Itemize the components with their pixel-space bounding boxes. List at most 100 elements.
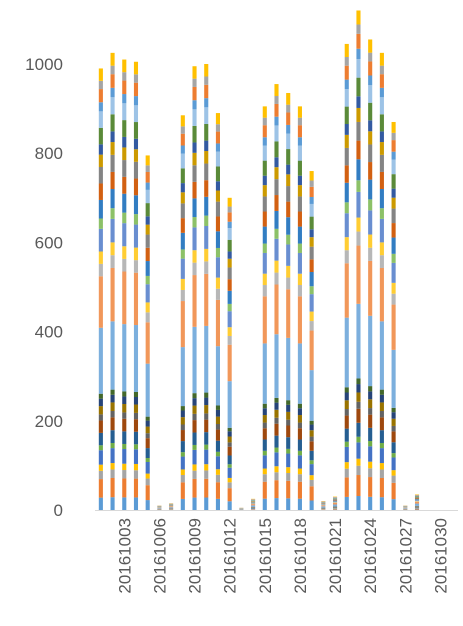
bar-segment xyxy=(274,498,279,510)
bar-segment xyxy=(192,227,197,251)
bar-segment xyxy=(414,495,420,497)
bar-segment xyxy=(356,422,361,437)
bar-segment xyxy=(180,115,185,127)
bar-stack-20161015 xyxy=(262,106,267,510)
bar-segment xyxy=(344,317,349,388)
bar-stack-20161025 xyxy=(379,52,384,510)
bar-segment xyxy=(309,436,314,442)
bar-segment xyxy=(368,477,373,497)
bar-segment xyxy=(344,79,349,90)
bar-segment xyxy=(262,415,267,423)
bar-segment xyxy=(297,408,302,416)
bar-segment xyxy=(133,444,139,450)
bar-segment xyxy=(356,24,361,34)
bar-segment xyxy=(368,399,373,409)
bar-segment xyxy=(391,282,396,294)
bar-segment xyxy=(133,470,139,479)
bar-segment xyxy=(356,58,361,78)
bar-segment xyxy=(344,263,349,318)
bar-segment xyxy=(145,416,150,421)
bar-segment xyxy=(122,470,127,479)
bar-segment xyxy=(215,277,220,289)
bar-segment xyxy=(379,321,384,390)
bar-segment xyxy=(227,464,232,468)
bar-segment xyxy=(122,478,127,498)
bar-segment xyxy=(204,225,209,249)
bar-segment xyxy=(192,275,197,327)
bar-segment xyxy=(227,446,232,456)
bar-segment xyxy=(274,103,279,117)
bar-segment xyxy=(286,453,291,468)
bar-segment xyxy=(356,465,361,476)
bar-segment xyxy=(368,179,373,200)
bar-segment xyxy=(297,428,302,440)
bar-segment xyxy=(145,284,150,303)
bar-segment xyxy=(309,441,314,451)
bar-segment xyxy=(297,273,302,286)
bar-segment xyxy=(227,228,232,240)
bar-segment xyxy=(204,84,209,99)
bar-segment xyxy=(204,449,209,465)
bar-segment xyxy=(145,485,150,501)
x-tick-label: 20161018 xyxy=(291,518,310,594)
bar-segment xyxy=(215,498,220,510)
bar-segment xyxy=(286,133,291,150)
bar-segment xyxy=(215,409,220,417)
bar-segment xyxy=(309,203,314,217)
bar-segment xyxy=(379,208,384,219)
bar-segment xyxy=(274,141,279,158)
bar-segment xyxy=(157,508,162,509)
bar-stack-20161002 xyxy=(110,52,115,510)
bar-segment xyxy=(145,426,150,434)
bar-segment xyxy=(145,247,150,262)
bar-segment xyxy=(344,428,349,442)
bar-segment xyxy=(286,419,291,426)
bar-segment xyxy=(297,422,302,429)
bar-segment xyxy=(192,470,197,479)
bar-segment xyxy=(356,401,361,409)
bar-stack-20161020 xyxy=(321,501,326,510)
bar-segment xyxy=(391,349,396,408)
bar-segment xyxy=(344,213,349,238)
bar-segment xyxy=(122,176,127,194)
bar-segment xyxy=(391,453,396,458)
bar-segment xyxy=(356,303,361,379)
bar-segment xyxy=(192,398,197,406)
bar-segment xyxy=(133,96,139,106)
bar-segment xyxy=(227,431,232,437)
bar-segment xyxy=(227,206,232,213)
bar-segment xyxy=(262,474,267,482)
bar-segment xyxy=(180,474,185,483)
bar-segment xyxy=(192,109,197,126)
bar-segment xyxy=(227,436,232,443)
bar-segment xyxy=(227,501,232,510)
bar-segment xyxy=(297,117,302,126)
bar-segment xyxy=(368,85,373,103)
bar-segment xyxy=(286,244,291,266)
bar-segment xyxy=(192,432,197,445)
bar-segment xyxy=(274,284,279,335)
bar-stack-20161001 xyxy=(98,68,103,510)
bar-segment xyxy=(227,442,232,447)
bar-segment xyxy=(133,431,139,445)
bar-segment xyxy=(344,462,349,469)
bar-segment xyxy=(145,312,150,323)
bar-segment xyxy=(262,185,267,197)
bar-segment xyxy=(356,107,361,122)
bar-segment xyxy=(122,103,127,121)
bar-stack-20161010 xyxy=(204,64,209,510)
bar-segment xyxy=(368,391,373,400)
bar-segment xyxy=(215,346,220,406)
bar-segment xyxy=(227,239,232,252)
bar-segment xyxy=(286,473,291,481)
bar-segment xyxy=(110,65,115,75)
bar-segment xyxy=(215,231,220,248)
bar-segment xyxy=(368,102,373,121)
bar-segment xyxy=(145,155,150,166)
bar-segment xyxy=(192,198,197,218)
bar-segment xyxy=(391,304,396,350)
bar-segment xyxy=(192,444,197,450)
bar-segment xyxy=(262,226,267,244)
bar-segment xyxy=(98,228,103,252)
bar-segment xyxy=(309,424,314,431)
